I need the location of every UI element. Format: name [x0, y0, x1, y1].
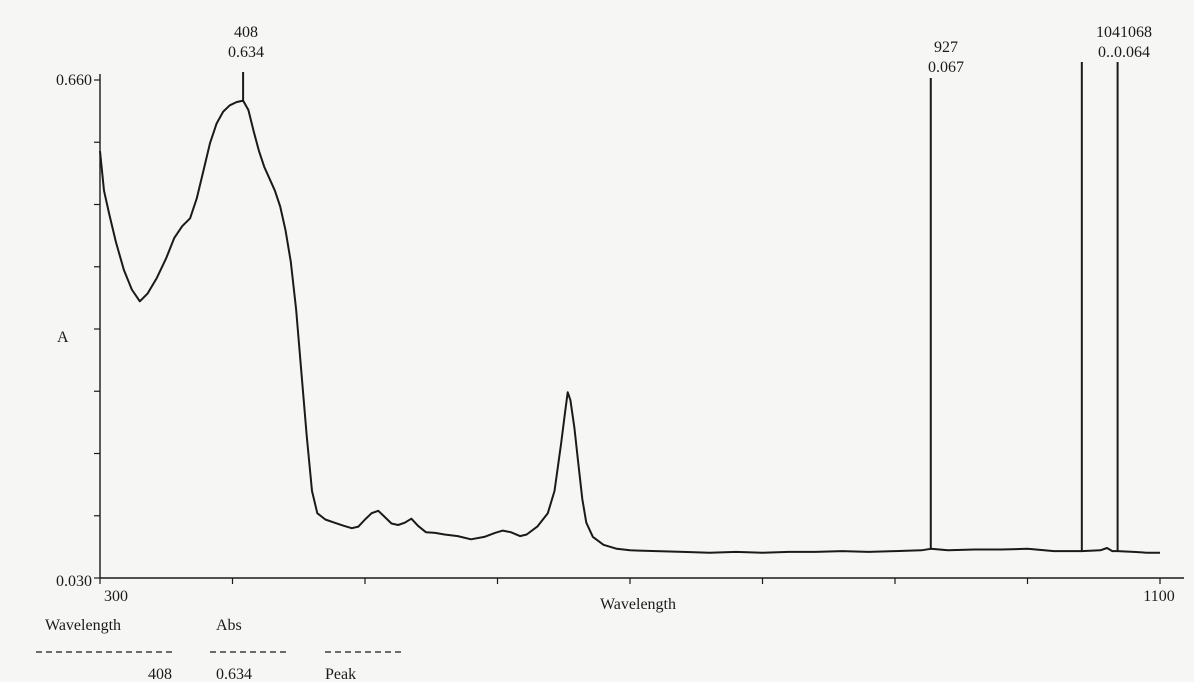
- x-tick-label-left: 300: [104, 588, 128, 605]
- y-tick-label-top: 0.660: [56, 72, 92, 89]
- x-axis-label: Wavelength: [600, 596, 676, 613]
- peak-table-cell-type: Peak: [325, 666, 356, 682]
- peak-table-header-abs: Abs: [216, 617, 242, 634]
- merged-peak-label-wavelength: 1041068: [1096, 24, 1152, 41]
- x-tick-label-right: 1100: [1143, 588, 1174, 605]
- peak-table-header-wavelength: Wavelength: [45, 617, 121, 634]
- y-tick-label-bottom: 0.030: [56, 573, 92, 590]
- peak-table-cell-abs: 0.634: [216, 666, 252, 682]
- spectrum-line: [99, 99, 1160, 554]
- peak-markers: [242, 62, 1119, 552]
- peak-label-927-abs: 0.067: [928, 59, 964, 76]
- peak-label-408-wavelength: 408: [234, 24, 258, 41]
- merged-peak-label-abs: 0..0.064: [1098, 44, 1150, 61]
- peak-label-927-wavelength: 927: [934, 39, 958, 56]
- peak-table-cell-wavelength: 408: [148, 666, 172, 682]
- axes: [94, 74, 1184, 584]
- series: [99, 99, 1160, 554]
- y-axis-label: A: [57, 329, 69, 346]
- peak-label-408-abs: 0.634: [228, 44, 264, 61]
- labels: A Wavelength 0.660 0.030 300 1100 408 0.…: [36, 24, 1175, 682]
